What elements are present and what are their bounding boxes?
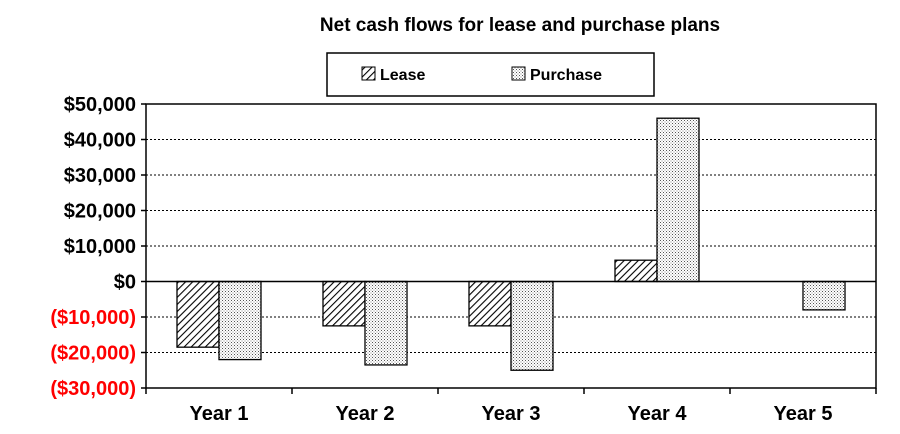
y-tick-label: ($10,000) <box>50 307 136 329</box>
bar-lease-3 <box>468 280 512 327</box>
bar-purchase-2 <box>364 280 408 366</box>
legend-swatch-purchase <box>511 66 526 81</box>
x-tick-label: Year 2 <box>336 403 395 425</box>
y-tick-label: ($30,000) <box>50 378 136 400</box>
bar-lease-1 <box>176 280 220 348</box>
y-tick-label: $50,000 <box>64 94 136 116</box>
y-tick-label: $0 <box>114 272 136 294</box>
x-tick-label: Year 4 <box>628 403 688 425</box>
bar-lease-2 <box>322 280 366 327</box>
x-tick-label: Year 3 <box>482 403 541 425</box>
y-tick-label: ($20,000) <box>50 343 136 365</box>
legend-swatch-lease <box>361 66 376 81</box>
x-tick-label: Year 5 <box>774 403 833 425</box>
y-tick-label: $10,000 <box>64 236 136 258</box>
axes <box>145 103 877 394</box>
y-tick-label: $40,000 <box>64 130 136 152</box>
x-axis-labels: Year 1 Year 2 Year 3 Year 4 Year 5 <box>190 403 833 425</box>
chart-title: Net cash flows for lease and purchase pl… <box>320 15 720 36</box>
legend: Lease Purchase <box>326 52 655 97</box>
y-tick-label: $20,000 <box>64 201 136 223</box>
bar-purchase-1 <box>218 280 262 361</box>
bar-purchase-5 <box>802 280 846 311</box>
legend-label-lease: Lease <box>380 67 425 84</box>
y-axis-ticks: $50,000 $40,000 $30,000 $20,000 $10,000 $0 ($1… <box>50 94 146 400</box>
legend-box <box>326 52 655 97</box>
bar-purchase-3 <box>510 280 554 371</box>
bar-lease-4 <box>614 259 658 283</box>
x-tick-label: Year 1 <box>190 403 249 425</box>
bar-purchase-4 <box>656 117 700 283</box>
plot-frame <box>145 103 877 389</box>
y-tick-label: $30,000 <box>64 165 136 187</box>
bars <box>176 117 846 371</box>
legend-label-purchase: Purchase <box>530 67 602 84</box>
